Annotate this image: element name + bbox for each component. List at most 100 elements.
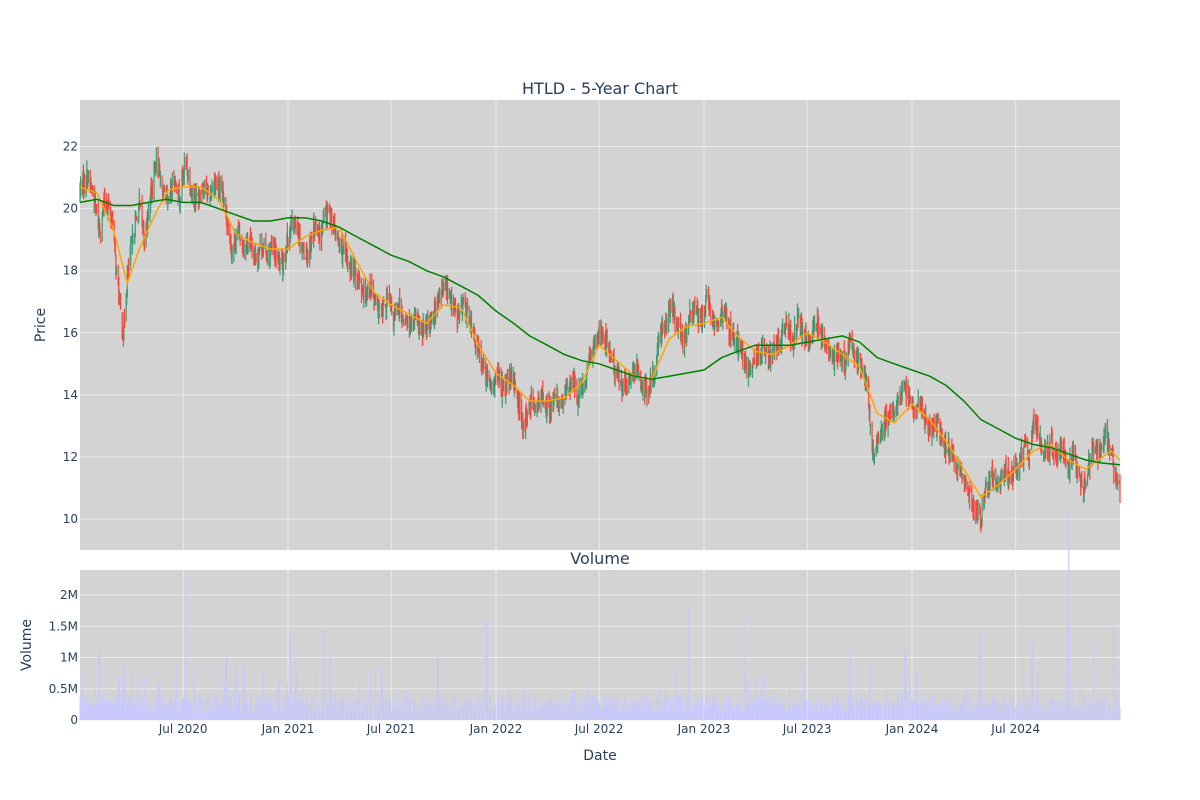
volume-bar <box>732 707 733 720</box>
volume-bar <box>407 695 409 720</box>
volume-bar <box>1059 711 1061 720</box>
volume-bar <box>123 666 125 720</box>
volume-bar <box>1048 713 1050 720</box>
volume-bar <box>602 708 604 720</box>
volume-bar <box>410 711 412 720</box>
volume-bar <box>521 695 523 720</box>
volume-bar <box>716 707 717 720</box>
volume-bar <box>1020 707 1022 720</box>
volume-bar <box>873 706 875 720</box>
volume-bar <box>173 700 175 720</box>
volume-bar <box>80 698 82 720</box>
volume-bar <box>513 710 515 720</box>
volume-bar <box>238 696 240 720</box>
volume-bar <box>1060 703 1062 720</box>
volume-bar <box>317 702 319 720</box>
volume-bar <box>406 713 408 720</box>
volume-bar <box>633 705 635 720</box>
volume-bar <box>303 701 305 720</box>
price-y-tick-label: 14 <box>63 388 78 402</box>
volume-bar <box>521 707 523 720</box>
volume-bar <box>975 710 977 720</box>
volume-bar <box>956 711 958 720</box>
volume-bar <box>1069 709 1071 720</box>
volume-bar <box>1004 709 1006 720</box>
volume-bar <box>399 708 401 720</box>
volume-bar <box>147 704 149 720</box>
volume-bar <box>421 696 423 720</box>
volume-bar <box>657 707 659 720</box>
volume-bar <box>948 703 950 720</box>
volume-bar <box>88 700 89 720</box>
volume-bar <box>211 709 213 720</box>
volume-bar <box>411 713 413 720</box>
volume-bar <box>432 709 434 720</box>
volume-bar <box>130 709 132 720</box>
volume-bar <box>949 696 951 720</box>
volume-bar <box>246 700 248 720</box>
volume-bar <box>784 708 786 720</box>
volume-bar <box>1056 699 1058 720</box>
volume-bar <box>980 632 982 720</box>
volume-bar <box>1092 641 1094 720</box>
volume-bar <box>249 698 251 720</box>
volume-bar <box>203 701 205 720</box>
volume-bar <box>487 699 488 720</box>
volume-bar <box>397 709 399 720</box>
volume-bar <box>116 697 117 720</box>
volume-bar <box>860 700 862 720</box>
volume-bar <box>230 699 232 720</box>
volume-bar <box>589 703 591 720</box>
volume-bar <box>612 698 614 720</box>
volume-bar <box>524 682 526 720</box>
volume-bar <box>811 699 813 720</box>
volume-bar <box>694 701 696 720</box>
volume-bar <box>1099 698 1100 720</box>
volume-bar <box>988 712 990 720</box>
volume-bar <box>315 710 317 720</box>
volume-bar <box>150 699 152 720</box>
volume-bar <box>225 657 227 720</box>
volume-bar <box>318 712 320 720</box>
volume-bar <box>985 706 987 720</box>
volume-bar <box>949 709 951 720</box>
volume-bar <box>269 705 271 720</box>
volume-bar <box>909 686 911 720</box>
volume-bar <box>179 713 181 720</box>
volume-bar <box>889 713 891 720</box>
volume-bar <box>548 699 550 720</box>
volume-bar <box>618 697 619 720</box>
volume-bar <box>701 695 703 720</box>
volume-bar <box>174 712 176 720</box>
volume-bar <box>265 706 267 720</box>
volume-bar <box>1071 684 1073 720</box>
volume-bar <box>127 699 129 720</box>
volume-bar <box>306 702 308 720</box>
volume-bar <box>159 699 161 720</box>
volume-bar <box>90 697 92 720</box>
volume-bar <box>1012 709 1014 720</box>
volume-bar <box>721 713 723 720</box>
volume-bar <box>673 707 675 720</box>
volume-bar <box>781 712 782 720</box>
volume-bar <box>941 695 943 720</box>
volume-bar <box>754 705 756 720</box>
volume-bar <box>871 702 873 720</box>
price-plot-area[interactable] <box>80 100 1120 550</box>
volume-bar <box>924 702 926 720</box>
volume-bar <box>553 701 555 720</box>
volume-bar <box>223 686 225 720</box>
volume-bar <box>241 712 243 720</box>
volume-bar <box>338 700 340 720</box>
volume-bar <box>554 709 556 720</box>
volume-bar <box>848 698 850 720</box>
volume-bar <box>688 607 690 720</box>
volume-bar <box>864 708 866 720</box>
volume-bar <box>907 696 909 720</box>
volume-bar <box>621 700 623 720</box>
volume-bar <box>242 666 244 720</box>
volume-bar <box>569 711 571 720</box>
volume-bar <box>394 707 396 720</box>
volume-bar <box>134 702 136 720</box>
volume-bar <box>729 706 731 720</box>
